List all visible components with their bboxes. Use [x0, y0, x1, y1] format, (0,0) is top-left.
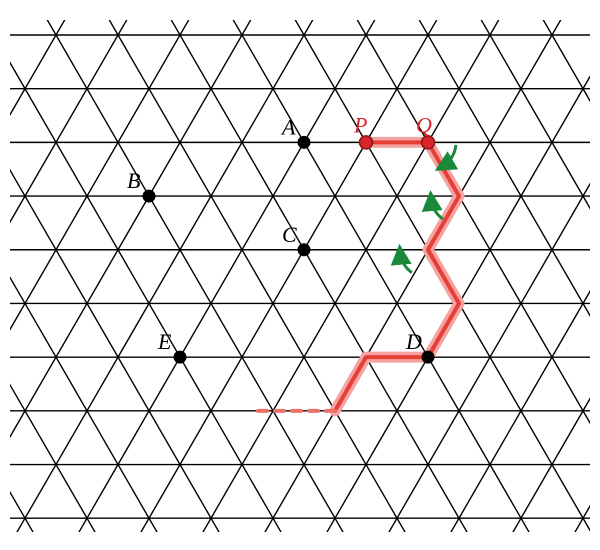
point-d	[422, 351, 435, 364]
grid-lines	[0, 0, 600, 550]
triangular-grid-diagram: A B C E D P Q	[0, 0, 600, 550]
point-b	[143, 190, 156, 203]
point-label-q: Q	[416, 112, 432, 137]
point-a	[298, 136, 311, 149]
point-label-c: C	[282, 222, 297, 247]
point-e	[174, 351, 187, 364]
highlight-path-outer	[335, 142, 459, 410]
point-label-e: E	[157, 329, 172, 354]
point-label-d: D	[405, 329, 422, 354]
point-q	[422, 136, 435, 149]
point-label-p: P	[353, 112, 367, 137]
angle-arc	[431, 199, 443, 219]
point-p	[360, 136, 373, 149]
point-c	[298, 243, 311, 256]
angle-arc	[400, 252, 412, 272]
point-label-a: A	[280, 114, 296, 139]
point-label-b: B	[127, 168, 140, 193]
